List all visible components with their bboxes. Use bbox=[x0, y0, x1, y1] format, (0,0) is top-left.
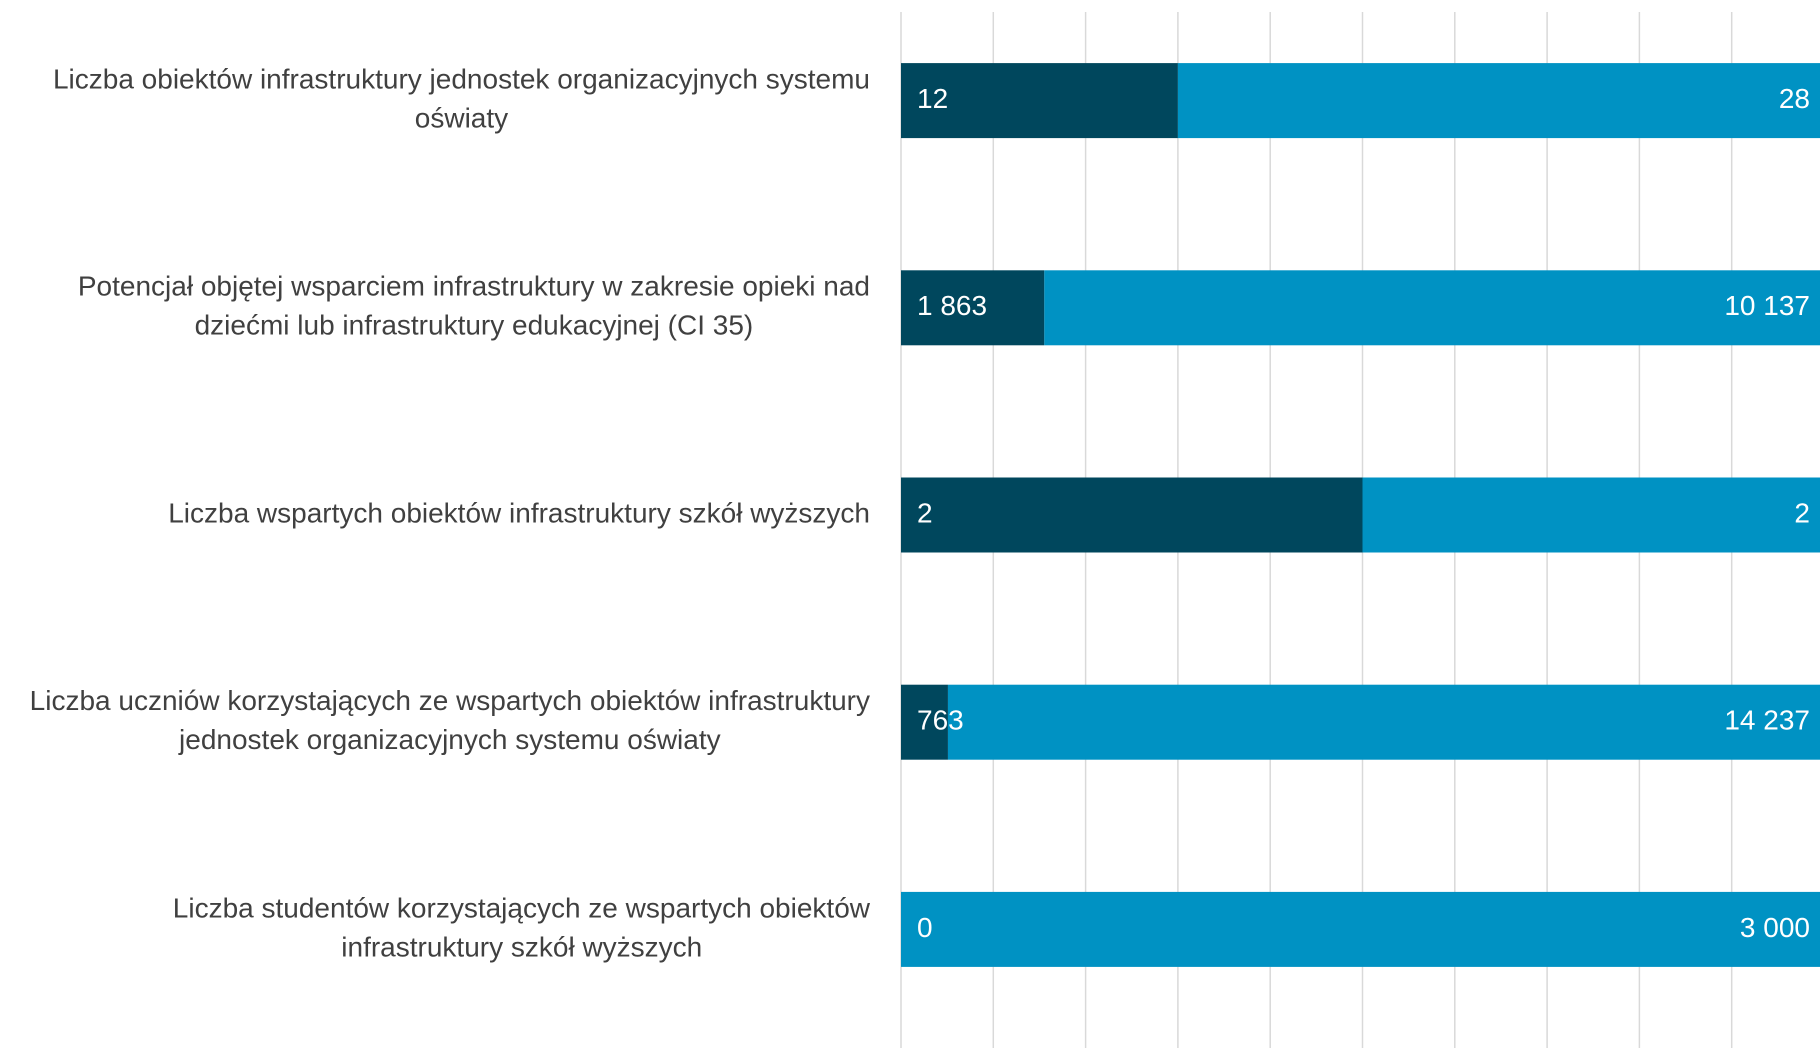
category-label: jednostek organizacyjnych systemu oświat… bbox=[178, 724, 721, 755]
bar-segment bbox=[1177, 63, 1820, 139]
bar-segment bbox=[901, 684, 948, 760]
value-label: 14 237 bbox=[1724, 705, 1810, 736]
value-label: 28 bbox=[1779, 83, 1810, 114]
value-label: 10 137 bbox=[1724, 290, 1810, 321]
category-label: Liczba obiektów infrastruktury jednostek… bbox=[53, 63, 870, 94]
value-label: 1 863 bbox=[917, 290, 987, 321]
category-label: Liczba uczniów korzystających ze wsparty… bbox=[30, 685, 870, 716]
value-label: 0 bbox=[917, 912, 933, 943]
value-label: 763 bbox=[917, 705, 964, 736]
value-label: 3 000 bbox=[1740, 912, 1810, 943]
bar-segment bbox=[901, 891, 1820, 967]
value-label: 2 bbox=[917, 497, 933, 528]
bar-segment bbox=[901, 63, 1178, 139]
category-label: dziećmi lub infrastruktury edukacyjnej (… bbox=[195, 310, 754, 341]
category-label: infrastruktury szkół wyższych bbox=[341, 931, 702, 962]
category-label: Liczba wspartych obiektów infrastruktury… bbox=[168, 497, 870, 528]
bar-segment bbox=[947, 684, 1820, 760]
value-label: 12 bbox=[917, 83, 948, 114]
bar-segment bbox=[901, 270, 1045, 346]
category-label: Potencjał objętej wsparciem infrastruktu… bbox=[78, 271, 870, 302]
bar-segment bbox=[1362, 477, 1820, 553]
value-label: 2 bbox=[1794, 497, 1810, 528]
bar-segment bbox=[1044, 270, 1820, 346]
bar-segment bbox=[901, 477, 1363, 553]
category-label: Liczba studentów korzystających ze wspar… bbox=[173, 892, 871, 923]
category-label: oświaty bbox=[415, 102, 508, 133]
